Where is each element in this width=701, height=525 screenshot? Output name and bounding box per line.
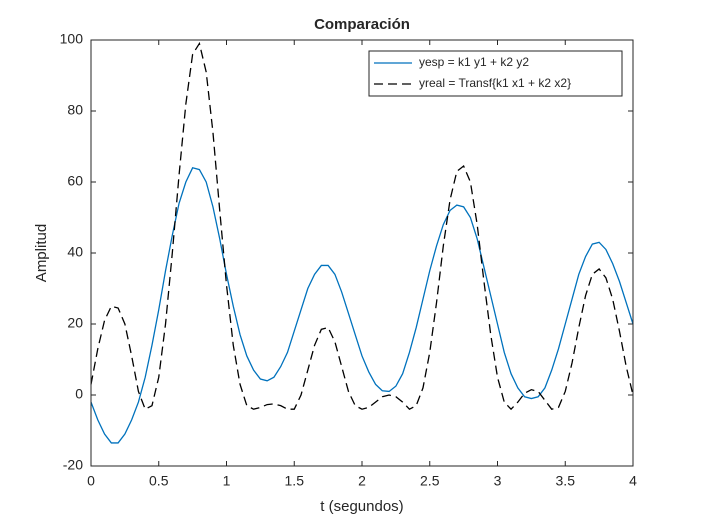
y-tick-label: 80 [67,102,83,118]
x-axis-label: t (segundos) [320,498,403,515]
y-axis-label: Amplitud [33,224,50,282]
x-tick-label: 2 [358,473,366,489]
x-tick-label: 1 [223,473,231,489]
series-line [90,41,634,411]
legend-box [368,50,623,97]
x-tick-label: 2.5 [420,473,440,489]
y-tick-label: -20 [63,457,83,473]
x-tick-label: 4 [629,473,637,489]
x-tick-label: 3 [494,473,502,489]
y-tick-label: 20 [67,315,83,331]
y-tick-label: 40 [67,244,83,260]
legend-label: yesp = k1 y1 + k2 y2 [419,55,529,69]
y-tick-label: 100 [60,31,84,47]
axes-box [90,39,634,467]
y-tick-label: 60 [67,173,83,189]
x-tick-label: 3.5 [556,473,576,489]
x-tick-label: 0.5 [149,473,169,489]
plot-area [91,40,633,466]
legend-label: yreal = Transf{k1 x1 + k2 x2} [419,76,571,90]
x-tick-label: 0 [87,473,95,489]
x-tick-label: 1.5 [285,473,305,489]
chart-title: Comparación [314,16,410,33]
series-line [90,167,634,444]
y-tick-label: 0 [75,386,83,402]
